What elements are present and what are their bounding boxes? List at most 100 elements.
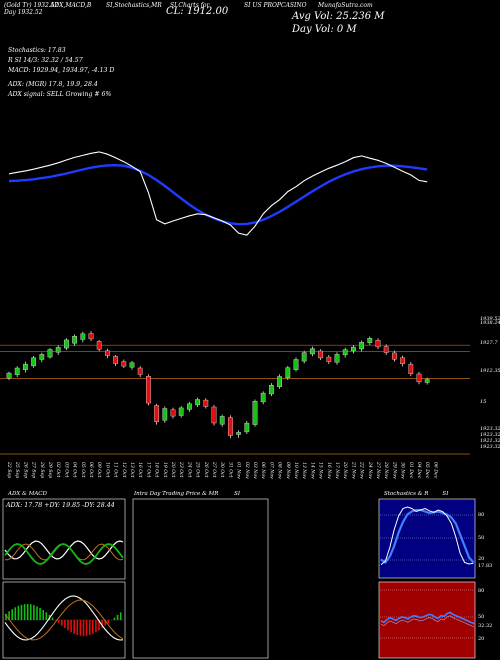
date-label: 01 Nov <box>236 462 242 479</box>
date-label: 19 Oct <box>162 462 168 478</box>
indicator-summary: Stochastics: 17.83 R SI 14/3: 32.32 / 54… <box>8 46 114 100</box>
date-label: 24 Nov <box>367 461 373 479</box>
candle-body <box>351 346 356 352</box>
stoch-value: 17.83 <box>478 563 493 569</box>
candle-body <box>408 364 414 374</box>
candle-body <box>145 376 151 404</box>
candle <box>367 336 373 345</box>
date-label: 20 Nov <box>342 461 348 479</box>
date-label: 06 Oct <box>88 462 94 478</box>
stoch-lines <box>380 506 475 566</box>
candle <box>170 407 176 419</box>
candle-body <box>186 403 192 410</box>
candle-body <box>88 333 94 340</box>
candle-body <box>104 350 110 356</box>
candle-body <box>129 362 135 368</box>
candle <box>203 398 209 409</box>
macd-line <box>4 595 124 641</box>
candlestick-plot <box>6 331 430 439</box>
price-ma-plot <box>8 151 428 236</box>
candle <box>424 377 430 385</box>
date-label: 15 Nov <box>318 462 324 479</box>
candle <box>113 355 119 366</box>
date-label: 18 Oct <box>154 462 160 478</box>
candle-body <box>400 357 405 365</box>
candle-body <box>72 336 78 344</box>
price-label: 1923.32 <box>480 432 500 438</box>
candle <box>23 361 28 373</box>
candle <box>375 338 381 350</box>
plus-di-line <box>4 543 124 565</box>
header-title-a: ADX,MACD,B <box>50 2 92 9</box>
stoch-tick-80: 80 <box>478 512 485 518</box>
candle <box>408 361 414 377</box>
candle <box>359 340 364 352</box>
candle <box>310 346 315 357</box>
rsi-value: 32.32 <box>478 623 493 629</box>
candle-body <box>236 432 241 435</box>
candle <box>269 383 274 397</box>
rsi-line <box>380 611 475 625</box>
candle <box>80 331 86 343</box>
candle-body <box>211 406 217 424</box>
date-label: 28 Nov <box>383 461 389 479</box>
candle <box>195 397 200 407</box>
candle <box>342 347 348 358</box>
header-line2: Day 1932.52 <box>4 9 43 16</box>
candle-body <box>424 379 430 383</box>
date-label: 03 Oct <box>63 462 69 478</box>
date-label: 13 Nov <box>301 462 307 479</box>
header-title-c: SI Charts for <box>170 2 210 9</box>
candle <box>96 339 102 352</box>
date-label: 20 Oct <box>170 461 176 478</box>
price-label: 1921.32 <box>480 438 500 444</box>
price-axis: 1939.521938.241927.71912.35151923.321923… <box>480 316 500 450</box>
candle <box>137 366 143 378</box>
candle <box>277 374 282 389</box>
candle <box>47 348 53 359</box>
candle-body <box>252 401 258 425</box>
date-label: 25 Sep <box>14 461 20 478</box>
date-label: 14 Nov <box>309 462 315 479</box>
adx-panel <box>2 498 126 580</box>
header-line1: (Gold Tr) 1932.52 <box>4 2 59 9</box>
candle-body <box>318 350 323 359</box>
stoch-k-line <box>380 506 474 566</box>
candle-body <box>63 339 69 349</box>
date-label: 03 Nov <box>252 462 258 479</box>
candle <box>285 365 291 381</box>
candle-body <box>31 357 36 367</box>
candle <box>227 415 233 439</box>
rsi-lines <box>380 589 475 639</box>
date-label: 27 Sep <box>31 461 37 478</box>
mrsi-line <box>380 615 475 628</box>
date-label: 24 Oct <box>186 461 192 478</box>
date-label: 01 Dec <box>408 462 414 479</box>
stoch-tick-20: 20 <box>478 556 485 562</box>
candle <box>63 338 69 351</box>
candle-body <box>39 354 45 360</box>
date-label: 31 Oct <box>227 462 233 478</box>
date-label: 27 Nov <box>375 461 381 479</box>
candle <box>186 401 192 412</box>
stoch-text: Stochastics: 17.83 <box>8 47 66 54</box>
price-label: 15 <box>480 399 486 405</box>
date-label: 06 Dec <box>432 462 438 479</box>
candle-body <box>359 342 364 350</box>
candle <box>145 374 151 406</box>
candle <box>104 348 110 359</box>
candle <box>301 350 307 364</box>
candle <box>88 331 94 342</box>
date-label: 17 Oct <box>145 462 151 478</box>
date-label: 05 Oct <box>80 462 86 478</box>
date-label: 23 Oct <box>178 461 184 478</box>
candle <box>14 366 20 378</box>
date-label: 04 Dec <box>416 462 422 479</box>
date-label: 30 Nov <box>400 462 406 479</box>
date-label: 02 Nov <box>244 462 250 479</box>
candle <box>154 403 159 425</box>
candle-body <box>203 399 209 407</box>
price-label: 1938.24 <box>480 320 500 326</box>
candle-body <box>285 367 291 378</box>
